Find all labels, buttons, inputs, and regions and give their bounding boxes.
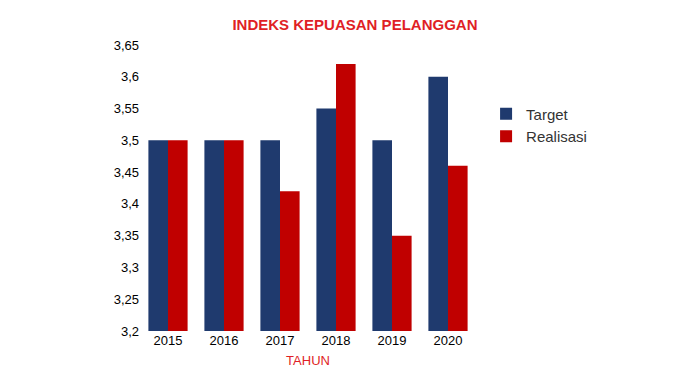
svg-text:3,35: 3,35 <box>114 228 139 243</box>
svg-text:3,65: 3,65 <box>114 38 139 53</box>
svg-text:3,6: 3,6 <box>121 69 139 84</box>
svg-text:3,5: 3,5 <box>121 133 139 148</box>
svg-text:Realisasi: Realisasi <box>526 128 587 145</box>
svg-text:2017: 2017 <box>266 333 295 348</box>
svg-text:3,45: 3,45 <box>114 165 139 180</box>
svg-text:2019: 2019 <box>378 333 407 348</box>
svg-text:2016: 2016 <box>210 333 239 348</box>
svg-text:3,25: 3,25 <box>114 292 139 307</box>
svg-text:3,55: 3,55 <box>114 101 139 116</box>
svg-text:2015: 2015 <box>154 333 183 348</box>
svg-text:2018: 2018 <box>322 333 351 348</box>
svg-text:3,3: 3,3 <box>121 260 139 275</box>
svg-text:Target: Target <box>526 106 569 123</box>
svg-text:3,4: 3,4 <box>121 196 139 211</box>
svg-text:2020: 2020 <box>434 333 463 348</box>
svg-text:INDEKS KEPUASAN PELANGGAN: INDEKS KEPUASAN PELANGGAN <box>232 16 477 33</box>
svg-text:3,2: 3,2 <box>121 324 139 339</box>
svg-text:TAHUN: TAHUN <box>286 353 330 368</box>
